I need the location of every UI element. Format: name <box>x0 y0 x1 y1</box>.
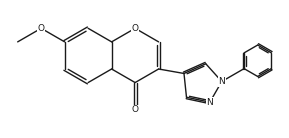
Text: N: N <box>218 77 225 86</box>
Text: O: O <box>131 24 139 33</box>
Text: N: N <box>206 98 213 107</box>
Text: O: O <box>38 24 45 33</box>
Text: O: O <box>131 105 139 114</box>
